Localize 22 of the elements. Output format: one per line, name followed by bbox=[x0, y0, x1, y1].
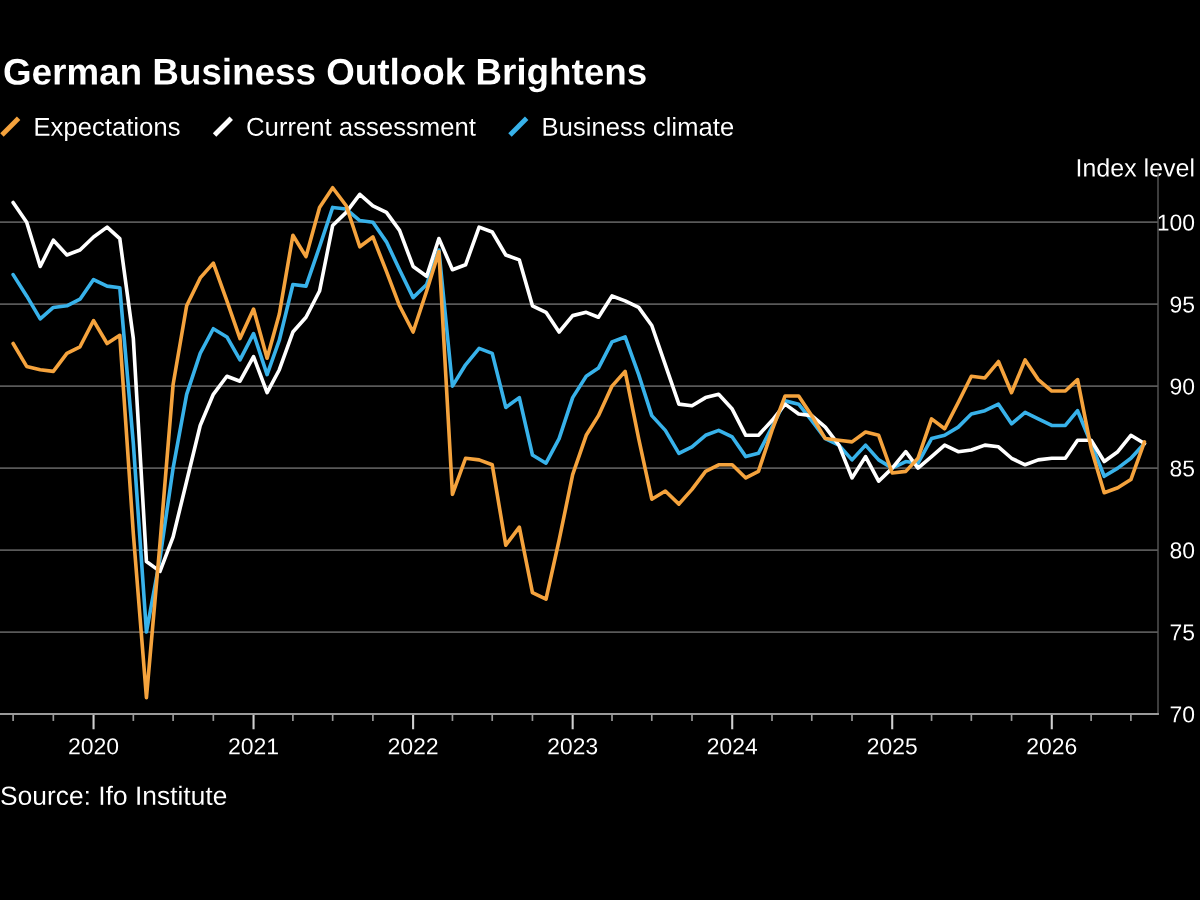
y-tick-label: 90 bbox=[1170, 378, 1195, 395]
x-tick-label: 2022 bbox=[388, 738, 438, 755]
y-tick-label: 75 bbox=[1170, 624, 1195, 641]
y-tick-label: 95 bbox=[1170, 296, 1195, 313]
y-axis-title: Index level bbox=[1077, 158, 1194, 177]
x-tick-label: 2023 bbox=[548, 738, 598, 755]
x-tick-label: 2021 bbox=[229, 738, 278, 755]
chart-title: German Business Outlook Brightens bbox=[4, 57, 646, 93]
y-tick-label: 85 bbox=[1170, 460, 1195, 477]
legend-label: Current assessment bbox=[247, 117, 476, 136]
x-tick-label: 2024 bbox=[707, 738, 758, 755]
line-series bbox=[11, 185, 1147, 700]
source-note: Source: Ifo Institute bbox=[1, 785, 227, 806]
legend-label: Business climate bbox=[543, 117, 734, 136]
legend-label: Expectations bbox=[35, 117, 180, 141]
y-tick-label: 100 bbox=[1158, 214, 1195, 231]
y-tick-label: 70 bbox=[1170, 706, 1195, 723]
x-tick-label: 2020 bbox=[69, 738, 119, 755]
line-series bbox=[11, 192, 1147, 574]
y-tick-label: 80 bbox=[1170, 542, 1195, 559]
x-tick-label: 2026 bbox=[1027, 738, 1077, 755]
x-tick-label: 2025 bbox=[867, 738, 917, 755]
